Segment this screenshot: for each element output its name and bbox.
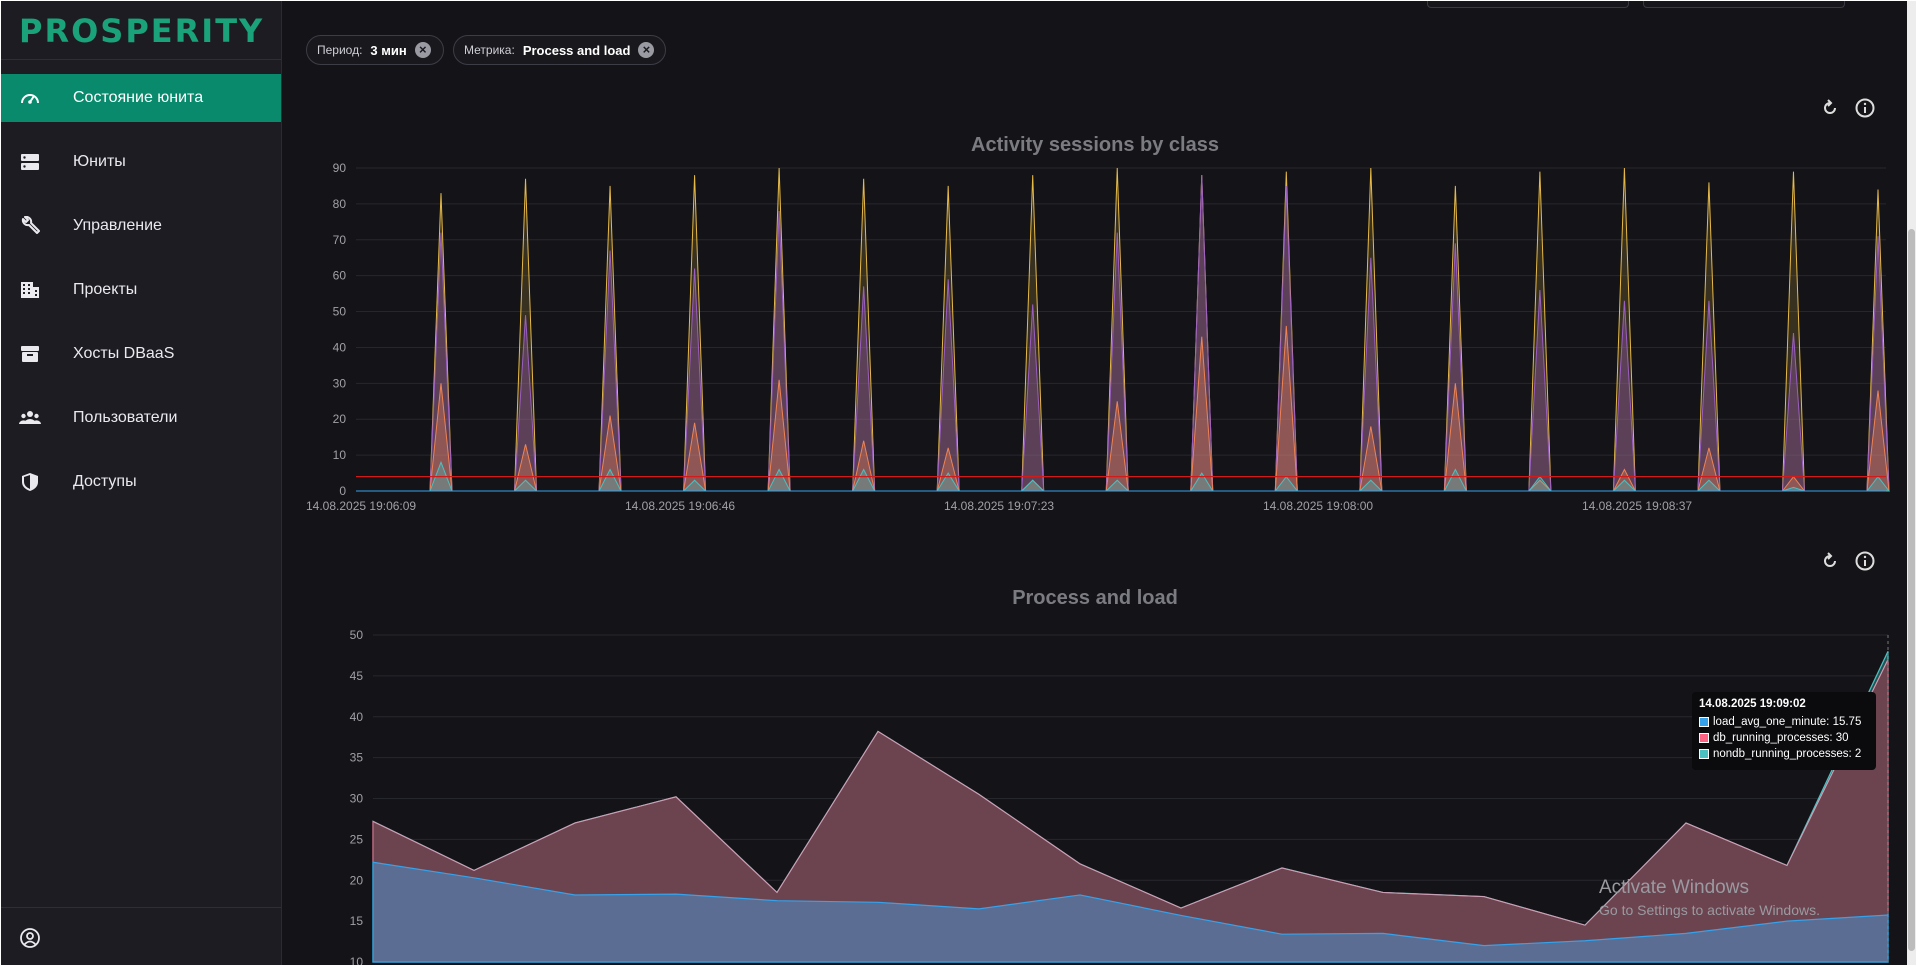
building-icon [21, 282, 39, 298]
x-tick-label: 14.08.2025 19:08:37 [1582, 499, 1692, 513]
y-tick-label: 10 [350, 955, 364, 965]
chart-title: Activity sessions by class [971, 134, 1219, 156]
y-tick-label: 50 [350, 628, 364, 642]
info-icon[interactable] [1854, 550, 1876, 572]
legend-swatch [1699, 733, 1709, 743]
sidebar-item-label: Хосты DBaaS [73, 345, 175, 362]
sidebar-item-dbaas-hosts[interactable]: Хосты DBaaS [1, 330, 281, 378]
y-tick-label: 25 [350, 832, 364, 846]
x-tick-label: 14.08.2025 19:06:09 [306, 499, 416, 513]
divider [1, 907, 281, 908]
sidebar-item-label: Доступы [73, 473, 137, 490]
y-tick-label: 20 [350, 873, 364, 887]
remove-filter-icon[interactable]: × [414, 42, 431, 58]
series-line-db [372, 659, 1889, 926]
series-area-load [372, 861, 1889, 963]
tooltip-label: db_running_processes: 30 [1713, 732, 1849, 744]
watermark-title: Activate Windows [1599, 877, 1749, 898]
sidebar-item-users[interactable]: Пользователи [1, 394, 281, 442]
filter-chip-metric: Метрика: Process and load × [453, 35, 666, 65]
x-tick-label: 14.08.2025 19:08:00 [1263, 499, 1373, 513]
y-tick-label: 35 [350, 751, 364, 765]
sidebar-item-unit-state[interactable]: Состояние юнита [1, 74, 281, 122]
chart-tooltip: 14.08.2025 19:09:02 load_avg_one_minute:… [1692, 692, 1876, 770]
activity-sessions-chart: 0 10 20 30 40 50 60 70 80 90 14.08.2025 19:06:09 14… [306, 161, 1891, 513]
archive-icon [21, 346, 39, 362]
scrollbar-thumb[interactable] [1908, 229, 1915, 951]
watermark-subtitle: Go to Settings to activate Windows. [1599, 902, 1820, 918]
legend-swatch [1699, 717, 1709, 727]
sidebar-item-label: Состояние юнита [73, 89, 204, 106]
y-tick-label: 80 [333, 197, 347, 211]
filter-value: Process and load [522, 42, 631, 58]
tooltip-label: nondb_running_processes: 2 [1713, 748, 1862, 760]
logo: PROSPERITY [19, 12, 265, 50]
shield-icon [22, 473, 38, 491]
tooltip-row: load_avg_one_minute: 15.75 [1699, 714, 1869, 730]
sidebar-item-management[interactable]: Управление [1, 202, 281, 250]
y-tick-label: 0 [339, 484, 346, 498]
users-icon [19, 411, 41, 424]
info-icon[interactable] [1854, 97, 1876, 119]
filter-key: Период: [317, 43, 363, 57]
sidebar-item-units[interactable]: Юниты [1, 138, 281, 186]
y-tick-label: 40 [350, 710, 364, 724]
top-select-right[interactable] [1643, 1, 1845, 8]
y-tick-label: 70 [333, 233, 347, 247]
user-circle-icon[interactable] [19, 927, 41, 949]
y-tick-label: 20 [333, 412, 347, 426]
gauge-icon [21, 94, 39, 104]
y-tick-label: 15 [350, 914, 364, 928]
legend-swatch [1699, 749, 1709, 759]
sidebar-item-projects[interactable]: Проекты [1, 266, 281, 314]
filter-key: Метрика: [464, 43, 515, 57]
sidebar-item-label: Пользователи [73, 409, 178, 426]
y-tick-label: 90 [333, 161, 347, 175]
wrench-icon [21, 216, 40, 234]
y-tick-label: 40 [333, 340, 347, 354]
chart-title: Process and load [1012, 587, 1178, 609]
sidebar: PROSPERITY Состояние юнита Юниты Уп [1, 1, 282, 965]
y-tick-label: 50 [333, 305, 347, 319]
windows-activation-watermark: Activate Windows Go to Settings to activ… [1599, 877, 1820, 919]
filter-chip-period: Период: 3 мин × [306, 35, 444, 65]
tooltip-title: 14.08.2025 19:09:02 [1699, 698, 1806, 710]
tooltip-row: nondb_running_processes: 2 [1699, 746, 1869, 762]
y-tick-label: 30 [333, 376, 347, 390]
remove-filter-icon[interactable]: × [638, 42, 655, 58]
y-tick-label: 45 [350, 669, 364, 683]
top-select-left[interactable] [1427, 1, 1629, 8]
y-tick-label: 30 [350, 792, 364, 806]
tooltip-row: db_running_processes: 30 [1699, 730, 1869, 746]
y-tick-label: 60 [333, 269, 347, 283]
refresh-icon[interactable] [1819, 550, 1841, 572]
x-tick-label: 14.08.2025 19:06:46 [625, 499, 735, 513]
sidebar-item-label: Управление [73, 217, 162, 234]
divider [1, 59, 281, 60]
server-icon [21, 154, 39, 170]
refresh-icon[interactable] [1819, 97, 1841, 119]
sidebar-item-label: Проекты [73, 281, 138, 298]
sidebar-item-label: Юниты [73, 153, 126, 170]
tooltip-label: load_avg_one_minute: 15.75 [1713, 716, 1862, 728]
sidebar-item-access[interactable]: Доступы [1, 458, 281, 506]
filter-value: 3 мин [370, 42, 407, 58]
x-tick-label: 14.08.2025 19:07:23 [944, 499, 1054, 513]
y-tick-label: 10 [333, 448, 347, 462]
